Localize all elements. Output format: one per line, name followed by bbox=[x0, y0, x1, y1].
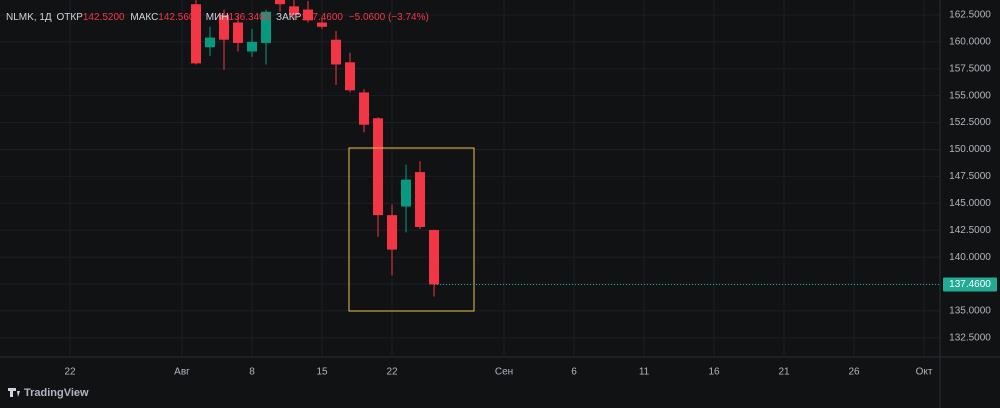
y-tick-label: 140.0000 bbox=[949, 252, 991, 263]
ohlc-value: 142.5600 bbox=[158, 12, 200, 23]
y-tick-label: 160.0000 bbox=[949, 37, 991, 48]
y-tick-label: 152.5000 bbox=[949, 117, 991, 128]
candle-body bbox=[205, 37, 216, 48]
ohlc-value: 136.3400 bbox=[229, 12, 271, 23]
y-tick-label: 132.5000 bbox=[949, 332, 991, 343]
candle-body bbox=[289, 6, 300, 15]
candle-body bbox=[331, 39, 342, 65]
candle-body bbox=[261, 11, 272, 43]
legend-header: NLMK, 1Д ОТКР142.5200 МАКС142.5600 МИН13… bbox=[6, 12, 429, 23]
ohlc-label: ОТКР bbox=[56, 12, 83, 23]
x-tick-label: Окт bbox=[916, 367, 933, 378]
ohlc-label: ЗАКР bbox=[276, 12, 302, 23]
last-price-box bbox=[943, 277, 997, 292]
candle-body bbox=[317, 22, 328, 27]
x-tick-label: 8 bbox=[249, 367, 255, 378]
brand-logo: TradingView bbox=[8, 387, 89, 399]
x-tick-label: 21 bbox=[778, 367, 790, 378]
candle-body bbox=[387, 215, 398, 250]
candle-body bbox=[191, 4, 202, 64]
candle-body bbox=[429, 229, 440, 285]
candle-body bbox=[275, 0, 286, 5]
candle-body bbox=[345, 62, 356, 91]
y-tick-label: 142.5000 bbox=[949, 225, 991, 236]
x-tick-label: 22 bbox=[386, 367, 398, 378]
candle-body bbox=[233, 22, 244, 43]
x-tick-label: Авг bbox=[174, 367, 190, 378]
ohlc-label: МАКС bbox=[130, 12, 158, 23]
highlight-box bbox=[348, 147, 475, 312]
brand: TradingView bbox=[24, 387, 89, 399]
y-tick-label: 145.0000 bbox=[949, 198, 991, 209]
candle-body bbox=[401, 179, 412, 207]
candle-body bbox=[373, 118, 384, 216]
symbol: NLMK, 1Д bbox=[6, 12, 52, 23]
x-tick-label: 11 bbox=[639, 367, 650, 378]
last-price-label: 137.4600 bbox=[949, 279, 991, 290]
candles bbox=[191, 0, 440, 297]
y-tick-label: 135.0000 bbox=[949, 306, 991, 317]
y-tick-label: 147.5000 bbox=[949, 171, 991, 182]
change: −5.0600 (−3.74%) bbox=[349, 12, 429, 23]
y-tick-label: 157.5000 bbox=[949, 63, 991, 74]
candle-body bbox=[219, 14, 230, 40]
candle-body bbox=[303, 9, 314, 21]
x-tick-label: 26 bbox=[848, 367, 860, 378]
x-tick-label: 16 bbox=[708, 367, 720, 378]
y-tick-label: 155.0000 bbox=[949, 90, 991, 101]
ohlc-value: 137.4600 bbox=[301, 12, 343, 23]
y-tick-label: 150.0000 bbox=[949, 144, 991, 155]
ohlc-label: МИН bbox=[206, 12, 229, 23]
x-tick-label: 6 bbox=[571, 367, 577, 378]
x-tick-label: Сен bbox=[495, 367, 513, 378]
x-tick-label: 15 bbox=[316, 367, 328, 378]
x-tick-label: 22 bbox=[64, 367, 76, 378]
candle-body bbox=[359, 92, 370, 125]
candle-body bbox=[415, 172, 426, 227]
ohlc-value: 142.5200 bbox=[83, 12, 125, 23]
y-tick-label: 162.5000 bbox=[949, 10, 991, 21]
candle-body bbox=[247, 41, 258, 52]
